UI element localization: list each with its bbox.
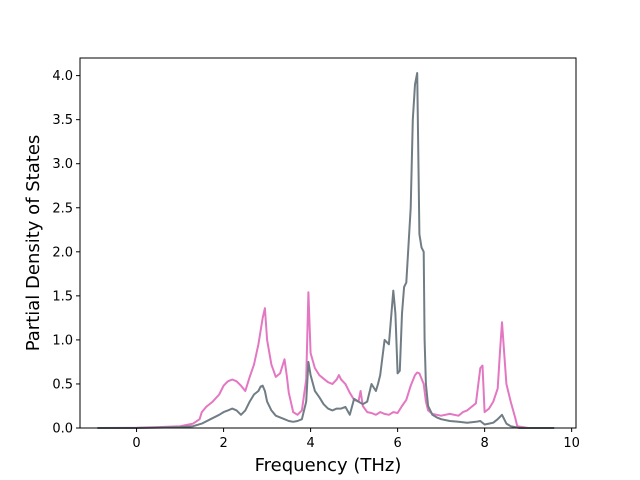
plot-area — [80, 58, 576, 428]
x-tick-label: 8 — [480, 436, 488, 451]
y-tick-label: 1.0 — [52, 333, 73, 348]
x-axis: 0 2 4 6 8 10 — [132, 428, 580, 451]
x-tick-label: 4 — [306, 436, 314, 451]
y-axis: 0.0 0.5 1.0 1.5 2.0 2.5 3.0 3.5 4.0 — [52, 69, 80, 437]
x-tick-label: 2 — [219, 436, 227, 451]
y-axis-label: Partial Density of States — [23, 135, 44, 352]
plot-frame — [79, 57, 577, 429]
series-layer — [97, 72, 555, 429]
x-tick-label: 0 — [132, 436, 140, 451]
series-line-2 — [97, 72, 555, 429]
y-tick-label: 4.0 — [52, 69, 73, 84]
y-tick-label: 3.0 — [52, 157, 73, 172]
y-tick-label: 0.0 — [52, 422, 73, 437]
y-tick-label: 1.5 — [52, 289, 73, 304]
x-axis-label: Frequency (THz) — [255, 455, 402, 476]
y-tick-label: 0.5 — [52, 377, 73, 392]
x-tick-label: 10 — [563, 436, 580, 451]
y-tick-label: 3.5 — [52, 113, 73, 128]
x-tick-label: 6 — [393, 436, 401, 451]
y-tick-label: 2.0 — [52, 245, 73, 260]
y-tick-label: 2.5 — [52, 201, 73, 216]
series-line-1 — [97, 291, 529, 429]
